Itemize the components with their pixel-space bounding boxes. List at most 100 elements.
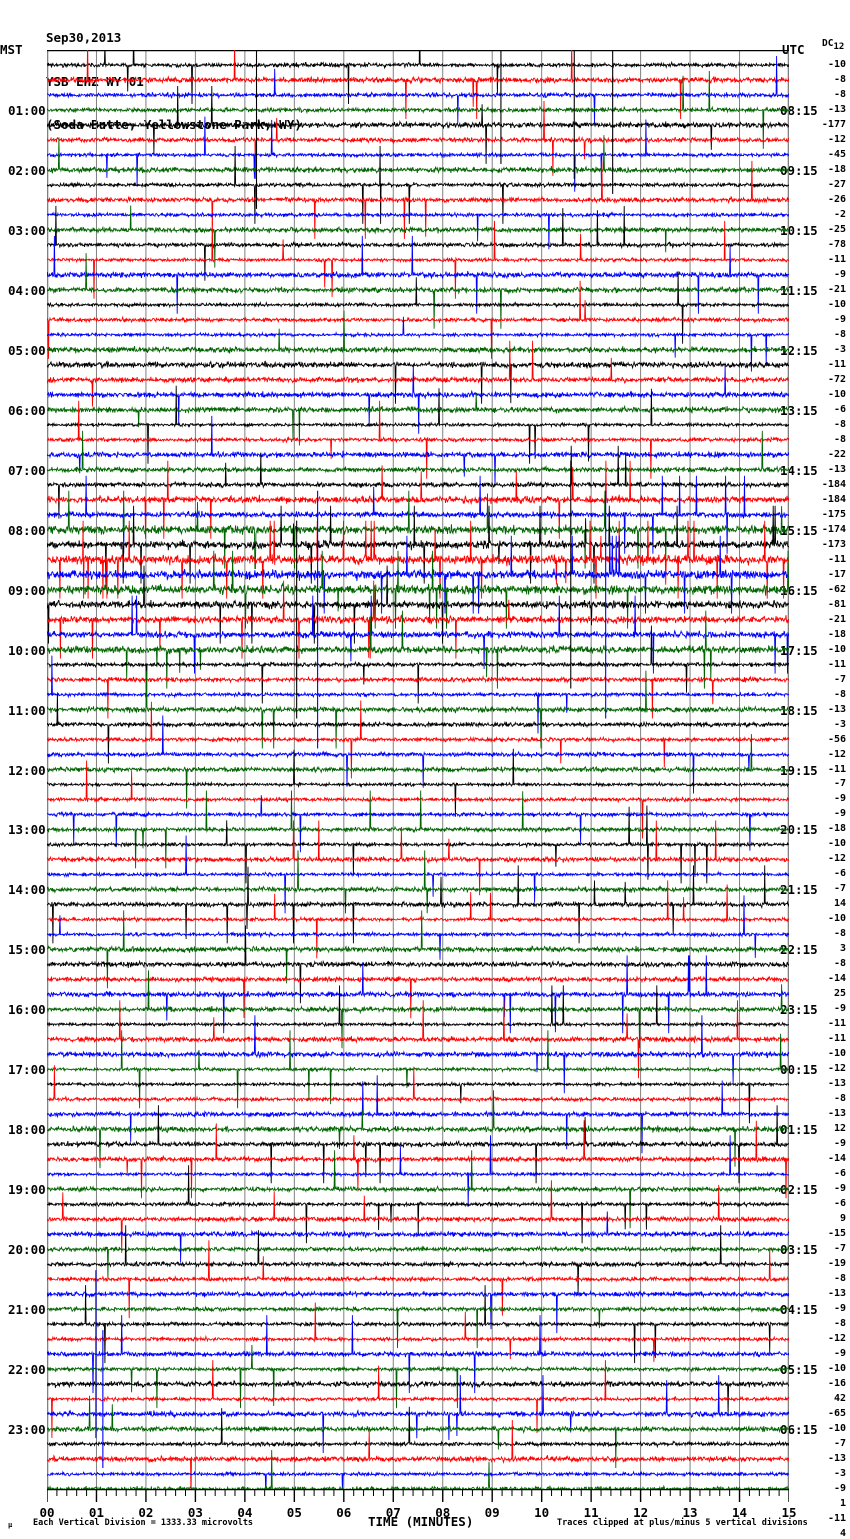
dc-value: -13 [827, 103, 846, 115]
seismic-trace [47, 310, 789, 355]
seismic-trace [47, 50, 789, 120]
right-hour-label: 00:15 [780, 1062, 818, 1078]
seismic-trace [47, 700, 789, 779]
seismic-trace [47, 211, 789, 250]
dc-value: -8 [833, 328, 846, 340]
dc-value: -8 [833, 1093, 846, 1105]
seismic-trace [47, 415, 789, 486]
right-hour-label: 09:15 [780, 162, 818, 178]
dc-value: -8 [833, 1273, 846, 1285]
seismic-trace [47, 975, 789, 1019]
dc-value: -11 [827, 658, 846, 670]
dc-value: -22 [827, 448, 846, 460]
dc-value: -8 [833, 433, 846, 445]
right-hour-label: 04:15 [780, 1302, 818, 1318]
dc-value: -8 [833, 1318, 846, 1330]
dc-value: -184 [821, 478, 846, 490]
left-hour-label: 19:00 [8, 1182, 46, 1198]
right-hour-label: 11:15 [780, 282, 818, 298]
dc-value: -13 [827, 463, 846, 475]
dc-value: -9 [833, 1003, 846, 1015]
dc-value: -2 [833, 208, 846, 220]
dc-value: -11 [827, 358, 846, 370]
x-tick-label: 12 [633, 1505, 649, 1520]
dc-value: -6 [833, 1168, 846, 1180]
footer-scale-note: Each Vertical Division = 1333.33 microvo… [33, 1518, 254, 1528]
dc-value: -9 [833, 268, 846, 280]
dc-value: -8 [833, 88, 846, 100]
right-hour-label: 08:15 [780, 102, 818, 118]
seismic-trace [47, 1075, 789, 1154]
left-hour-label: 11:00 [8, 702, 46, 718]
dc-value: -81 [827, 598, 846, 610]
seismic-trace [47, 475, 789, 554]
dc-value: 42 [833, 1393, 846, 1405]
seismic-trace [47, 805, 789, 884]
dc-value: -10 [827, 643, 846, 655]
dc-value: -8 [833, 958, 846, 970]
dc-value: -21 [827, 283, 846, 295]
dc-value: -177 [821, 118, 846, 130]
seismic-trace [47, 160, 789, 239]
seismic-trace [47, 580, 789, 659]
seismic-trace [47, 205, 789, 281]
right-hour-label: 22:15 [780, 942, 818, 958]
right-hour-label: 23:15 [780, 1002, 818, 1018]
left-hour-label: 05:00 [8, 342, 46, 358]
dc-value: -13 [827, 1078, 846, 1090]
dc-value: -18 [827, 163, 846, 175]
seismic-trace [47, 116, 789, 192]
x-tick-label: 15 [781, 1505, 797, 1520]
dc-value: -9 [833, 808, 846, 820]
dc-value: -8 [833, 418, 846, 430]
seismic-trace [47, 1406, 789, 1449]
seismic-trace [47, 1150, 789, 1229]
dc-text: DC [822, 38, 834, 49]
dc-value: -13 [827, 1108, 846, 1120]
seismic-trace [47, 70, 789, 149]
seismic-trace [47, 970, 789, 1049]
x-tick-label: 11 [583, 1505, 599, 1520]
helicorder-plot[interactable] [47, 50, 789, 1489]
dc-value: -72 [827, 373, 846, 385]
x-tick-label: 00 [39, 1505, 55, 1520]
seismic-trace [47, 55, 789, 124]
dc-value: 1 [839, 1497, 846, 1509]
dc-value: -9 [833, 1183, 846, 1195]
dc-value: -10 [827, 1363, 846, 1375]
right-hour-label: 13:15 [780, 402, 818, 418]
dc-value: -14 [827, 1153, 846, 1165]
seismic-trace [47, 692, 789, 764]
left-hour-label: 15:00 [8, 942, 46, 958]
seismic-trace [47, 925, 789, 1004]
right-hour-label: 21:15 [780, 882, 818, 898]
left-hour-label: 21:00 [8, 1302, 46, 1318]
dc-value: -12 [827, 748, 846, 760]
dc-value: -9 [833, 313, 846, 325]
seismic-trace [47, 85, 789, 164]
dc-value: -10 [827, 913, 846, 925]
left-hour-label: 13:00 [8, 822, 46, 838]
seismic-trace [47, 135, 789, 175]
seismic-trace [47, 1211, 789, 1263]
seismic-trace [47, 520, 789, 599]
dc-value: -65 [827, 1408, 846, 1420]
right-hour-label: 16:15 [780, 582, 818, 598]
x-tick-label: 01 [88, 1505, 104, 1520]
seismic-trace [47, 430, 789, 475]
left-hour-label: 03:00 [8, 222, 46, 238]
right-hour-label: 12:15 [780, 342, 818, 358]
dc-value: -3 [833, 343, 846, 355]
dc-value: -11 [827, 553, 846, 565]
seismic-trace [47, 220, 789, 299]
x-tick-label: 08 [435, 1505, 451, 1520]
seismic-trace [47, 610, 789, 689]
seismic-trace [47, 1080, 789, 1124]
seismic-trace [47, 1090, 789, 1169]
dc-value: -7 [833, 1438, 846, 1450]
dc-value: -8 [833, 688, 846, 700]
header-date: Sep30,2013 [46, 30, 122, 45]
left-hour-label: 12:00 [8, 762, 46, 778]
left-hour-label: 17:00 [8, 1062, 46, 1078]
left-timezone-label: MST [0, 42, 23, 57]
